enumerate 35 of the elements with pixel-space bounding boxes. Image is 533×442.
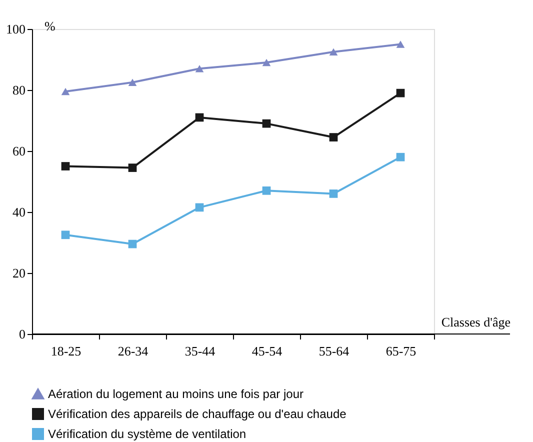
x-tick-label: 18-25 bbox=[50, 344, 82, 358]
y-axis-title: % bbox=[44, 18, 56, 34]
point bbox=[61, 230, 70, 240]
point bbox=[195, 65, 204, 72]
point bbox=[128, 240, 137, 248]
point bbox=[128, 164, 137, 172]
point bbox=[396, 88, 405, 98]
y-tick-label: 20 bbox=[12, 266, 26, 280]
point bbox=[262, 58, 271, 66]
point bbox=[329, 48, 338, 56]
x-tick-label: 35-44 bbox=[184, 344, 216, 358]
point bbox=[396, 152, 405, 162]
point bbox=[61, 162, 70, 170]
point bbox=[195, 203, 204, 212]
point bbox=[329, 133, 338, 142]
y-tick-label: 40 bbox=[12, 204, 26, 220]
point bbox=[329, 190, 338, 198]
x-axis-title: Classes d'âge bbox=[441, 314, 511, 330]
y-tick-label: 60 bbox=[12, 144, 26, 158]
point bbox=[128, 78, 137, 86]
point bbox=[195, 113, 204, 122]
y-tick-label: 80 bbox=[12, 82, 26, 98]
point bbox=[262, 186, 271, 195]
point bbox=[262, 119, 271, 128]
x-tick-label: 45-54 bbox=[252, 344, 283, 358]
legend-label: Vérification du système de ventilation bbox=[48, 427, 246, 441]
legend-label: Aération du logement au moins une fois par jour bbox=[48, 387, 304, 401]
x-tick-label: 65-75 bbox=[386, 344, 416, 358]
x-tick-label: 55-64 bbox=[318, 344, 350, 358]
x-tick-label: 26-34 bbox=[118, 344, 149, 358]
point bbox=[396, 40, 405, 48]
point bbox=[61, 88, 70, 96]
y-tick-label: 0 bbox=[19, 326, 26, 342]
legend-label: Vérification des appareils de chauffage ou d'eau chaude bbox=[48, 407, 347, 421]
y-tick-label: 100 bbox=[6, 22, 26, 36]
